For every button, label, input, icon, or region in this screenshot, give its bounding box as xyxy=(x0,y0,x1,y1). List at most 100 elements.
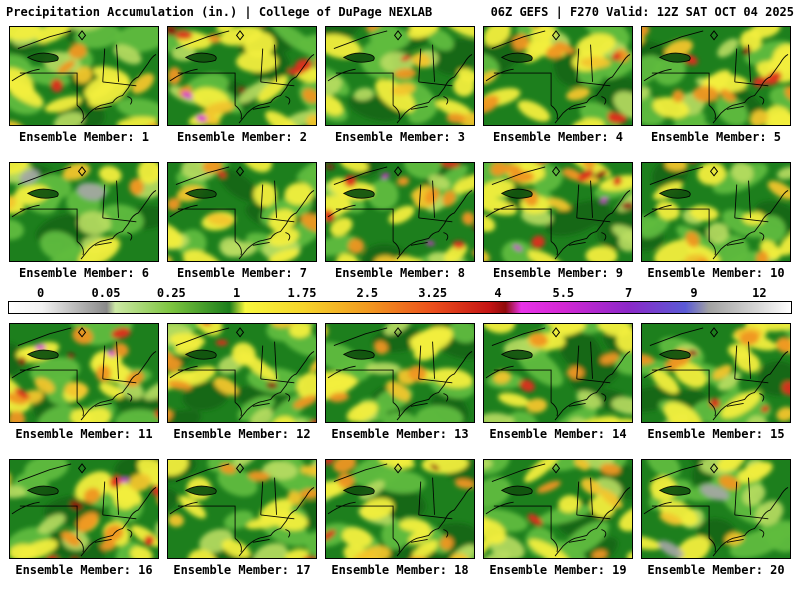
geo-borders xyxy=(327,30,473,124)
panel-caption: Ensemble Member: 6 xyxy=(18,266,150,280)
geo-borders xyxy=(643,327,789,421)
station-marker xyxy=(551,463,561,474)
precip-map xyxy=(9,26,159,126)
station-marker xyxy=(235,463,245,474)
station-marker xyxy=(709,30,719,41)
geo-borders xyxy=(485,463,631,557)
precip-map xyxy=(483,162,633,262)
ensemble-panel: Ensemble Member: 8 xyxy=(325,162,475,280)
station-marker xyxy=(235,166,245,177)
geo-borders xyxy=(169,327,315,421)
panel-caption: Ensemble Member: 12 xyxy=(173,427,311,441)
ensemble-grid-bottom: Ensemble Member: 11 Ensemble Member: 12 … xyxy=(0,323,800,577)
colorbar-tick: 0.05 xyxy=(91,286,121,300)
ensemble-panel: Ensemble Member: 18 xyxy=(325,459,475,577)
precip-map xyxy=(325,26,475,126)
colorbar: 0 0.05 0.25 1 1.75 2.5 3.25 4 5.5 7 9 12 xyxy=(8,286,792,318)
product-title: Precipitation Accumulation (in.) | Colle… xyxy=(6,5,433,19)
panel-caption: Ensemble Member: 18 xyxy=(331,563,469,577)
station-marker xyxy=(393,327,403,338)
colorbar-tick: 4 xyxy=(494,286,502,300)
ensemble-panel: Ensemble Member: 2 xyxy=(167,26,317,144)
panel-caption: Ensemble Member: 14 xyxy=(489,427,627,441)
colorbar-ticks: 0 0.05 0.25 1 1.75 2.5 3.25 4 5.5 7 9 12 xyxy=(8,286,792,301)
ensemble-panel: Ensemble Member: 17 xyxy=(167,459,317,577)
station-marker xyxy=(77,166,87,177)
ensemble-panel: Ensemble Member: 6 xyxy=(9,162,159,280)
precip-map xyxy=(641,323,791,423)
station-marker xyxy=(77,327,87,338)
station-marker xyxy=(393,30,403,41)
geo-borders xyxy=(643,166,789,260)
station-marker xyxy=(77,463,87,474)
station-marker xyxy=(393,463,403,474)
geo-borders xyxy=(169,30,315,124)
geo-borders xyxy=(327,463,473,557)
ensemble-panel: Ensemble Member: 4 xyxy=(483,26,633,144)
colorbar-tick: 9 xyxy=(690,286,698,300)
station-marker xyxy=(551,327,561,338)
precip-map xyxy=(325,459,475,559)
colorbar-tick: 3.25 xyxy=(418,286,448,300)
precip-map xyxy=(167,459,317,559)
header-bar: Precipitation Accumulation (in.) | Colle… xyxy=(0,0,800,21)
geo-borders xyxy=(11,463,157,557)
ensemble-panel: Ensemble Member: 9 xyxy=(483,162,633,280)
precip-map xyxy=(167,323,317,423)
station-marker xyxy=(709,166,719,177)
geo-borders xyxy=(327,166,473,260)
colorbar-tick: 12 xyxy=(752,286,767,300)
precip-map xyxy=(9,162,159,262)
panel-caption: Ensemble Member: 4 xyxy=(492,130,624,144)
panel-caption: Ensemble Member: 16 xyxy=(15,563,153,577)
precip-map xyxy=(167,162,317,262)
station-marker xyxy=(551,30,561,41)
precip-map xyxy=(9,459,159,559)
ensemble-panel: Ensemble Member: 16 xyxy=(9,459,159,577)
geo-borders xyxy=(485,166,631,260)
precip-map xyxy=(167,26,317,126)
panel-caption: Ensemble Member: 17 xyxy=(173,563,311,577)
precip-map xyxy=(9,323,159,423)
ensemble-panel: Ensemble Member: 3 xyxy=(325,26,475,144)
colorbar-tick: 1.75 xyxy=(287,286,317,300)
panel-caption: Ensemble Member: 1 xyxy=(18,130,150,144)
run-valid-info: 06Z GEFS | F270 Valid: 12Z SAT OCT 04 20… xyxy=(490,5,794,19)
geo-borders xyxy=(485,30,631,124)
station-marker xyxy=(551,166,561,177)
precip-map xyxy=(641,459,791,559)
panel-caption: Ensemble Member: 8 xyxy=(334,266,466,280)
precip-map xyxy=(641,26,791,126)
station-marker xyxy=(393,166,403,177)
station-marker xyxy=(709,463,719,474)
colorbar-tick: 7 xyxy=(625,286,633,300)
panel-caption: Ensemble Member: 3 xyxy=(334,130,466,144)
ensemble-panel: Ensemble Member: 11 xyxy=(9,323,159,441)
ensemble-panel: Ensemble Member: 14 xyxy=(483,323,633,441)
ensemble-panel: Ensemble Member: 20 xyxy=(641,459,791,577)
panel-caption: Ensemble Member: 20 xyxy=(647,563,785,577)
precip-map xyxy=(325,323,475,423)
ensemble-panel: Ensemble Member: 15 xyxy=(641,323,791,441)
ensemble-panel: Ensemble Member: 1 xyxy=(9,26,159,144)
ensemble-grid-top: Ensemble Member: 1 Ensemble Member: 2 En… xyxy=(0,26,800,280)
panel-caption: Ensemble Member: 19 xyxy=(489,563,627,577)
panel-caption: Ensemble Member: 7 xyxy=(176,266,308,280)
panel-caption: Ensemble Member: 2 xyxy=(176,130,308,144)
panel-caption: Ensemble Member: 11 xyxy=(15,427,153,441)
station-marker xyxy=(235,30,245,41)
geo-borders xyxy=(11,166,157,260)
panel-caption: Ensemble Member: 13 xyxy=(331,427,469,441)
colorbar-gradient xyxy=(8,301,792,314)
panel-caption: Ensemble Member: 10 xyxy=(647,266,785,280)
precip-map xyxy=(483,459,633,559)
precip-map xyxy=(325,162,475,262)
geo-borders xyxy=(11,327,157,421)
panel-caption: Ensemble Member: 15 xyxy=(647,427,785,441)
colorbar-tick: 5.5 xyxy=(552,286,575,300)
station-marker xyxy=(235,327,245,338)
station-marker xyxy=(709,327,719,338)
panel-caption: Ensemble Member: 5 xyxy=(650,130,782,144)
geo-borders xyxy=(643,463,789,557)
